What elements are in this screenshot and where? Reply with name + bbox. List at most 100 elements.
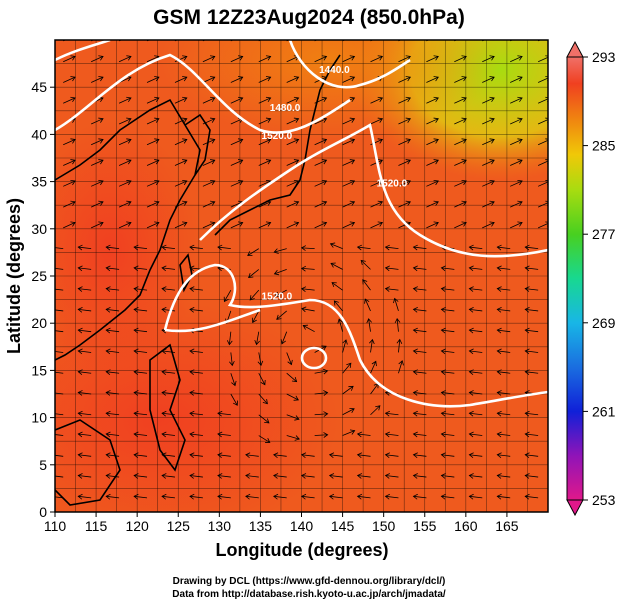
- streamline: [134, 475, 148, 478]
- streamline: [189, 350, 203, 353]
- streamline-arrow: [210, 179, 216, 186]
- streamline-arrow: [364, 298, 370, 304]
- streamline: [329, 454, 343, 457]
- streamline-arrow: [489, 35, 494, 40]
- streamline: [202, 97, 215, 104]
- streamline-arrow: [517, 76, 523, 82]
- streamline-arrow: [161, 431, 167, 438]
- streamline: [469, 288, 483, 291]
- streamline: [537, 181, 548, 187]
- streamline-arrow: [98, 179, 104, 186]
- streamline: [426, 159, 439, 166]
- streamline-arrow: [329, 242, 336, 248]
- streamline-arrow: [217, 431, 223, 438]
- streamline: [413, 329, 427, 333]
- streamline: [146, 97, 160, 104]
- streamline-arrow: [105, 452, 111, 459]
- streamline-arrow: [384, 410, 390, 417]
- streamline-arrow: [321, 179, 328, 186]
- y-tick-label: 35: [31, 174, 47, 190]
- streamline-arrow: [496, 410, 502, 417]
- streamline: [134, 329, 148, 333]
- streamline: [258, 159, 271, 166]
- colorbar-gradient: [566, 56, 584, 501]
- streamline-arrow: [182, 179, 188, 186]
- streamline: [286, 414, 300, 420]
- streamline-arrow: [394, 318, 401, 324]
- streamline-arrow: [461, 200, 467, 206]
- coastline-asia: [55, 98, 201, 361]
- streamline: [394, 298, 399, 312]
- coastline-borneo: [55, 419, 121, 506]
- streamline-arrow: [496, 286, 502, 292]
- streamline: [441, 350, 455, 353]
- x-tick-label: 135: [249, 518, 273, 534]
- streamline-arrow: [412, 473, 418, 479]
- streamline: [413, 350, 427, 353]
- streamline-arrow: [384, 286, 390, 292]
- streamline: [78, 454, 92, 457]
- x-tick-label: 160: [454, 518, 478, 534]
- streamline: [90, 222, 104, 229]
- credits: Drawing by DCL (https://www.gfd-dennou.o…: [172, 576, 446, 600]
- streamline-arrow: [154, 117, 160, 123]
- streamline: [189, 371, 203, 374]
- streamline: [497, 329, 511, 333]
- streamline: [78, 371, 92, 374]
- streamline: [286, 201, 299, 208]
- streamline-arrow: [161, 473, 167, 479]
- colorbar-tick-label: 261: [592, 403, 616, 419]
- streamline-arrow: [440, 327, 446, 334]
- streamline: [537, 222, 548, 229]
- streamline-arrow: [496, 265, 502, 272]
- streamline: [55, 309, 64, 312]
- streamline-arrow: [262, 399, 268, 405]
- streamline-arrow: [70, 179, 76, 186]
- streamline-arrow: [468, 286, 474, 292]
- streamline: [146, 76, 160, 83]
- streamline-arrow: [98, 138, 104, 144]
- streamline: [146, 159, 160, 166]
- streamline-arrow: [182, 117, 188, 123]
- streamline-arrow: [280, 339, 286, 345]
- streamline: [217, 475, 231, 478]
- streamline: [252, 310, 260, 323]
- streamline: [370, 201, 383, 208]
- streamline: [342, 76, 355, 83]
- streamline-arrow: [369, 338, 375, 345]
- streamline: [441, 495, 455, 499]
- streamline: [441, 267, 455, 270]
- streamline-arrow: [105, 390, 111, 396]
- streamline-arrow: [276, 314, 282, 320]
- streamline-arrow: [217, 493, 223, 500]
- streamline: [370, 118, 383, 125]
- streamline-arrow: [342, 339, 348, 345]
- streamline: [370, 361, 377, 374]
- streamline: [441, 288, 455, 291]
- streamline-arrow: [231, 380, 237, 387]
- streamline-arrow: [468, 431, 474, 438]
- streamline: [63, 222, 76, 229]
- streamline: [189, 495, 203, 499]
- streamline-arrow: [105, 244, 111, 251]
- streamline: [63, 159, 76, 166]
- streamline-arrow: [371, 360, 377, 367]
- streamline: [413, 246, 427, 250]
- streamline-arrow: [412, 265, 418, 272]
- streamline: [426, 56, 439, 63]
- streamline-arrow: [440, 410, 446, 417]
- wind-streamlines: [55, 35, 548, 500]
- streamline-arrow: [328, 473, 335, 479]
- streamline: [385, 267, 399, 270]
- streamline: [78, 412, 92, 416]
- streamline: [469, 495, 483, 499]
- streamline-arrow: [545, 96, 548, 103]
- streamline: [537, 119, 548, 125]
- streamline: [78, 288, 92, 291]
- streamline: [258, 76, 271, 83]
- streamline: [357, 454, 371, 457]
- streamline-arrow: [468, 307, 474, 313]
- streamline: [189, 246, 203, 250]
- streamline: [482, 56, 495, 63]
- streamline-arrow: [154, 179, 160, 186]
